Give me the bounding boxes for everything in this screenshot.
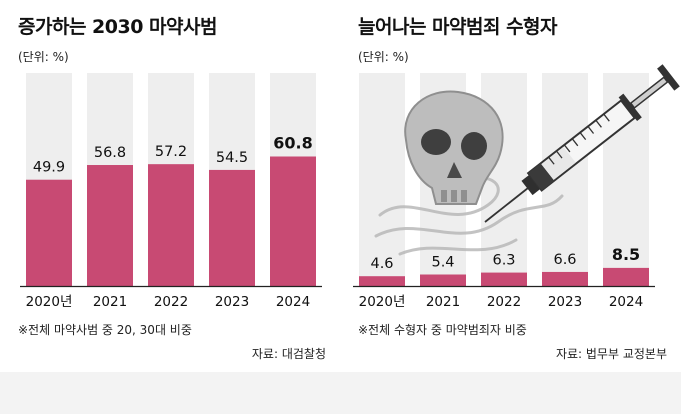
- bar: [87, 165, 133, 286]
- data-label: 4.6: [370, 256, 393, 272]
- data-label: 5.4: [431, 254, 454, 270]
- chart-note: ※전체 수형자 중 마약범죄자 비중: [358, 323, 527, 337]
- data-label: 56.8: [94, 145, 126, 161]
- chart-title: 증가하는 2030 마약사범: [18, 16, 217, 38]
- data-label: 60.8: [273, 133, 312, 152]
- bar: [603, 267, 649, 286]
- chart-panel-2030-drug-offenders: 증가하는 2030 마약사범 (단위: %) 49.9 2020년 56.8 2021…: [0, 0, 340, 372]
- bar: [481, 272, 527, 286]
- unit-label: (단위: %): [18, 50, 69, 64]
- x-tick-label: 2024: [609, 294, 643, 310]
- chart-panel-drug-inmates: 늘어나는 마약범죄 수형자 (단위: %) 4.6 2020년 5.4 2021 6.3…: [340, 0, 681, 372]
- unit-label: (단위: %): [358, 50, 409, 64]
- bar-background-column: [359, 73, 405, 286]
- x-tick-label: 2023: [215, 294, 249, 310]
- bar: [148, 164, 194, 286]
- data-label: 57.2: [155, 144, 187, 160]
- bar: [26, 179, 72, 286]
- bar-chart: 49.9 2020년 56.8 2021 57.2 2022 54.5 2023 60.8 202…: [20, 73, 322, 310]
- data-label: 8.5: [612, 245, 640, 264]
- x-tick-label: 2021: [93, 294, 127, 310]
- chart-source: 자료: 법무부 교정본부: [555, 347, 667, 361]
- data-label: 6.6: [553, 252, 576, 268]
- chart-title: 늘어나는 마약범죄 수형자: [358, 16, 558, 38]
- x-tick-label: 2023: [548, 294, 582, 310]
- footer-band: [0, 372, 681, 414]
- bar: [209, 169, 255, 286]
- x-tick-label: 2022: [487, 294, 521, 310]
- bar: [542, 271, 588, 286]
- skull-icon: [404, 90, 504, 205]
- data-label: 54.5: [216, 150, 248, 166]
- x-tick-label: 2024: [276, 294, 310, 310]
- bar: [359, 276, 405, 286]
- chart-note: ※전체 마약사범 중 20, 30대 비중: [18, 323, 192, 337]
- x-tick-label: 2020년: [359, 294, 406, 310]
- x-tick-label: 2021: [426, 294, 460, 310]
- bars-group: 49.9 2020년 56.8 2021 57.2 2022 54.5 2023 60.8 202…: [20, 73, 322, 310]
- x-tick-label: 2022: [154, 294, 188, 310]
- data-label: 6.3: [492, 253, 515, 269]
- data-label: 49.9: [33, 160, 65, 176]
- chart-source: 자료: 대검찰청: [251, 347, 326, 361]
- syringe-icon: [484, 64, 680, 223]
- bar-chart: 4.6 2020년 5.4 2021 6.3 2022 6.6 2023 8.5 2024: [353, 64, 680, 310]
- bar: [270, 156, 316, 286]
- bar: [420, 274, 466, 286]
- x-tick-label: 2020년: [26, 294, 73, 310]
